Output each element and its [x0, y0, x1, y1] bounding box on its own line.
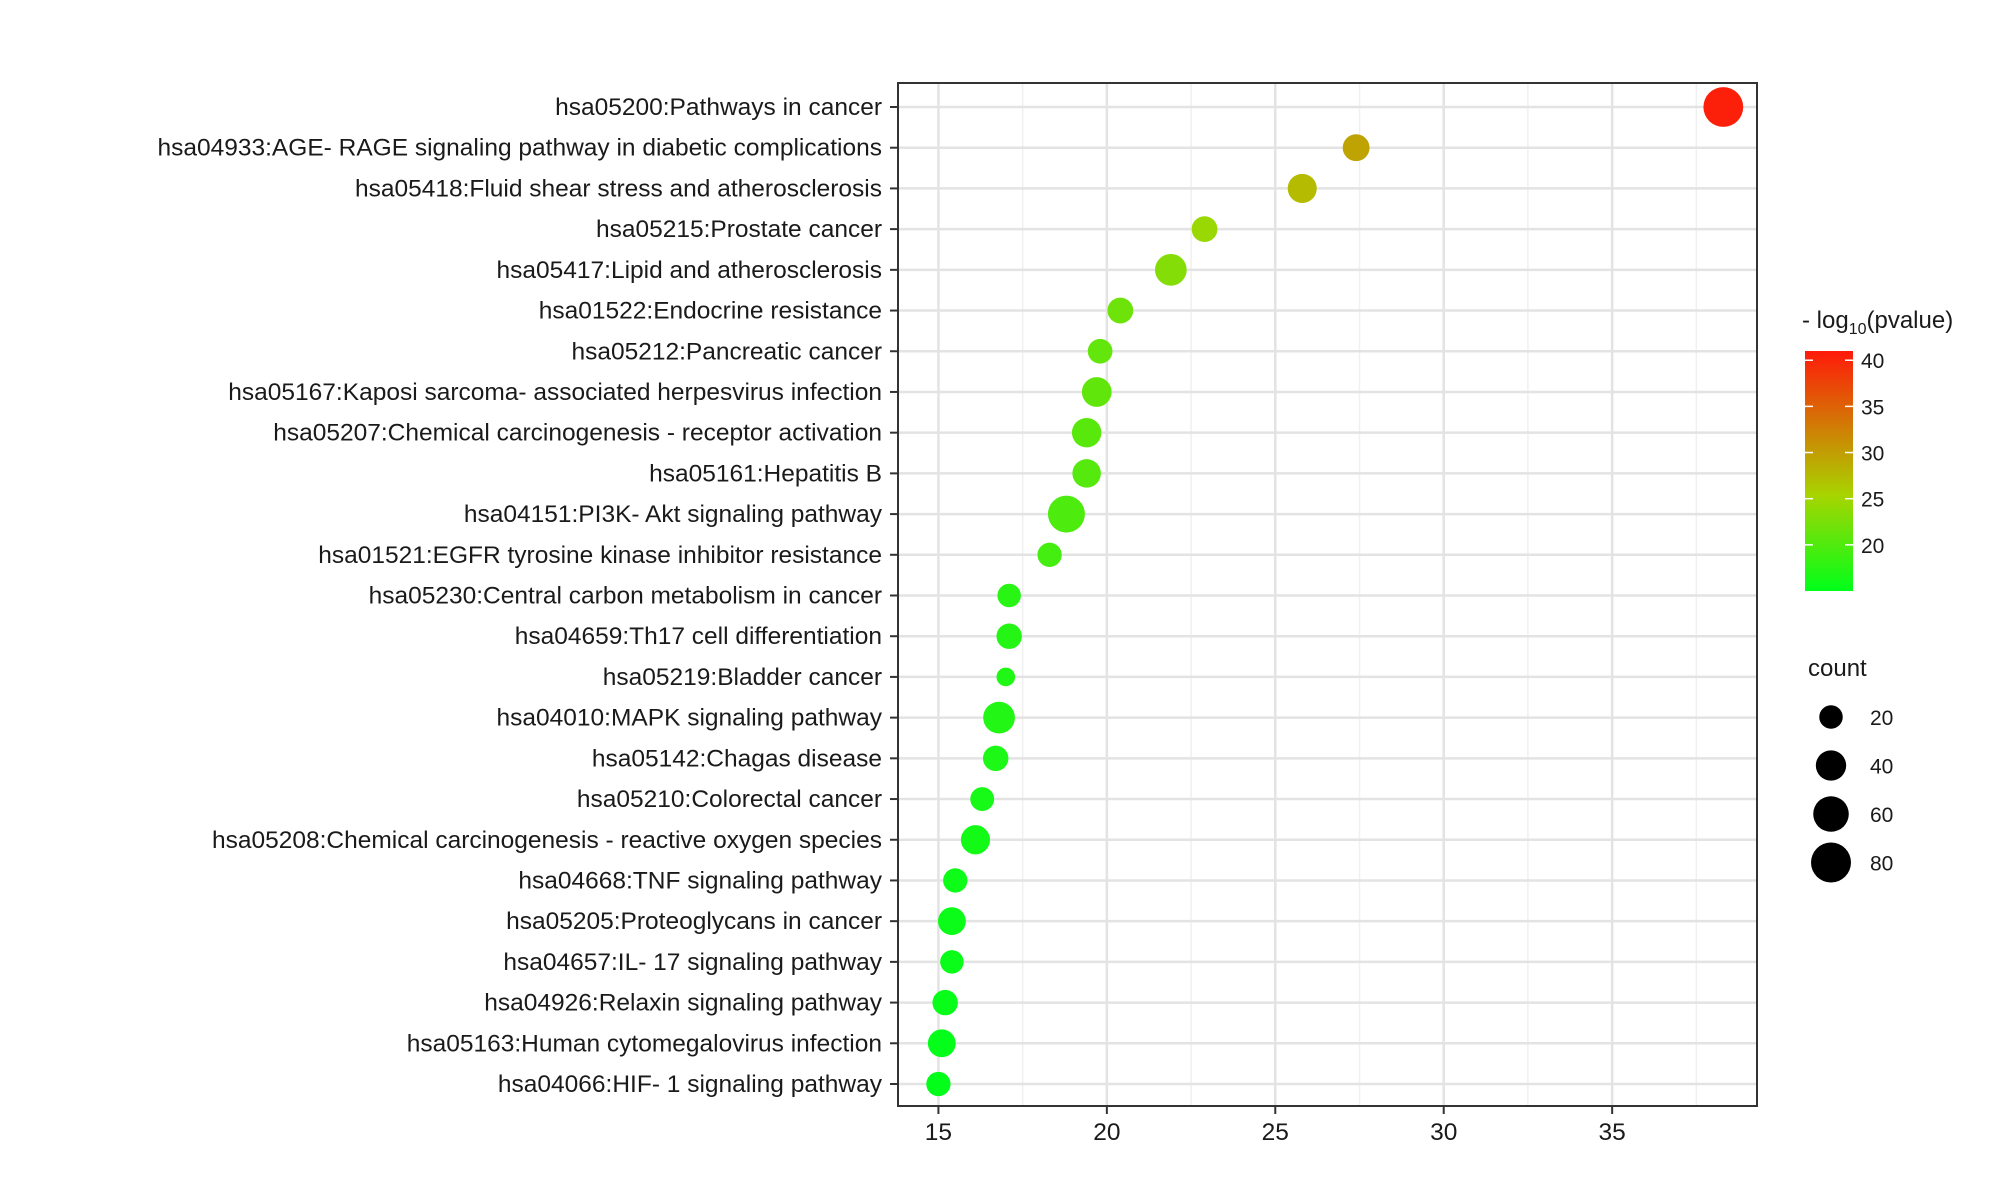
data-point [1037, 542, 1062, 567]
y-tick-label: hsa04926:Relaxin signaling pathway [484, 990, 882, 1017]
y-tick-label: hsa05210:Colorectal cancer [577, 786, 882, 813]
y-tick-label: hsa05219:Bladder cancer [603, 664, 882, 691]
size-legend-title: count [1808, 655, 1867, 682]
color-legend-title-prefix: - log [1802, 307, 1849, 334]
data-point [1047, 495, 1085, 533]
y-tick-label: hsa04659:Th17 cell differentiation [515, 623, 882, 650]
data-point [1703, 87, 1744, 127]
color-legend-title-suffix: (pvalue) [1866, 307, 1953, 334]
y-tick-label: hsa05212:Pancreatic cancer [571, 338, 882, 365]
data-point [943, 868, 968, 893]
x-axis: 15 20 25 30 35 [925, 1106, 1626, 1146]
size-legend: count 20 40 60 80 [1808, 655, 1893, 883]
y-tick-label: hsa05418:Fluid shear stress and atherosc… [355, 175, 882, 202]
data-point [982, 745, 1009, 772]
color-legend: - log10(pvalue) 40 35 30 25 20 [1802, 307, 1953, 591]
y-tick-label: hsa05205:Proteoglycans in cancer [506, 908, 882, 935]
y-tick-label: hsa05142:Chagas disease [592, 745, 882, 772]
x-tick-label: 35 [1599, 1119, 1626, 1146]
y-tick-label: hsa04010:MAPK signaling pathway [497, 705, 883, 732]
y-tick-label: hsa05163:Human cytomegalovirus infection [407, 1030, 882, 1057]
y-tick-label: hsa05230:Central carbon metabolism in ca… [369, 583, 882, 610]
color-legend-bar [1805, 351, 1853, 591]
y-axis-ticks [890, 106, 898, 1085]
y-tick-label: hsa05417:Lipid and atherosclerosis [497, 257, 882, 284]
size-legend-key [1811, 842, 1851, 883]
color-legend-tick-label: 20 [1861, 535, 1884, 558]
data-point [1191, 216, 1218, 243]
data-point [983, 701, 1015, 734]
data-point [1107, 297, 1134, 324]
size-legend-key [1815, 750, 1847, 781]
data-point [997, 583, 1021, 608]
data-point [960, 825, 991, 855]
data-point [926, 1071, 951, 1097]
data-point [932, 989, 958, 1016]
y-axis-labels: hsa05200:Pathways in cancer hsa04933:AGE-… [157, 94, 882, 1098]
color-legend-tick-label: 30 [1861, 443, 1884, 466]
plot-panel-border [897, 82, 1758, 1107]
size-legend-label: 20 [1870, 707, 1893, 730]
data-point [970, 787, 995, 811]
y-tick-label: hsa05208:Chemical carcinogenesis - react… [212, 827, 882, 854]
y-tick-label: hsa04933:AGE- RAGE signaling pathway in … [157, 135, 882, 162]
x-tick-label: 25 [1262, 1119, 1289, 1146]
data-point [1087, 338, 1113, 364]
data-point [940, 950, 964, 974]
color-legend-title-subscript: 10 [1849, 321, 1867, 338]
y-tick-label: hsa05167:Kaposi sarcoma- associated herp… [228, 379, 882, 406]
size-legend-label: 60 [1870, 804, 1893, 827]
data-point [1154, 253, 1187, 286]
y-tick-label: hsa05161:Hepatitis B [649, 460, 882, 487]
color-legend-title: - log10(pvalue) [1802, 307, 1953, 338]
color-legend-tick-label: 25 [1861, 489, 1884, 512]
size-legend-key [1813, 796, 1849, 832]
data-point [1081, 377, 1112, 407]
data-point [1287, 173, 1317, 203]
y-tick-label: hsa05200:Pathways in cancer [555, 94, 882, 121]
color-legend-tick-label: 35 [1861, 396, 1884, 419]
data-point [1071, 417, 1102, 448]
y-tick-label: hsa04657:IL- 17 signaling pathway [503, 949, 882, 976]
size-legend-key [1819, 705, 1843, 729]
y-tick-label: hsa05215:Prostate cancer [596, 216, 882, 243]
data-points [926, 87, 1744, 1097]
x-tick-label: 15 [925, 1119, 952, 1146]
gridlines [898, 83, 1757, 1106]
y-tick-label: hsa05207:Chemical carcinogenesis - recep… [273, 420, 882, 447]
data-point [927, 1029, 956, 1058]
y-tick-label: hsa04151:PI3K- Akt signaling pathway [464, 501, 883, 528]
data-point [996, 623, 1022, 649]
y-tick-label: hsa01522:Endocrine resistance [539, 298, 882, 325]
size-legend-label: 80 [1870, 853, 1893, 876]
x-tick-label: 30 [1430, 1119, 1457, 1146]
data-point [996, 667, 1016, 687]
color-legend-tick-label: 40 [1861, 350, 1884, 373]
data-point [1342, 134, 1370, 162]
y-tick-label: hsa04066:HIF- 1 signaling pathway [498, 1071, 883, 1098]
data-point [937, 907, 966, 936]
x-tick-label: 20 [1093, 1119, 1120, 1146]
y-tick-label: hsa04668:TNF signaling pathway [518, 867, 882, 894]
y-tick-label: hsa01521:EGFR tyrosine kinase inhibitor … [318, 542, 882, 569]
data-point [1072, 459, 1101, 488]
size-legend-label: 40 [1870, 756, 1893, 779]
